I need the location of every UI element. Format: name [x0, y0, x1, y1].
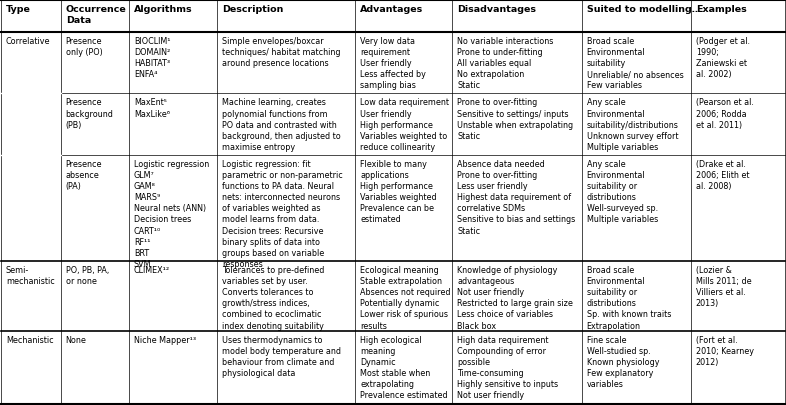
Text: Simple envelopes/boxcar
techniques/ habitat matching
around presence locations: Simple envelopes/boxcar techniques/ habi… — [222, 37, 341, 68]
Text: Type: Type — [6, 5, 31, 14]
Text: Any scale
Environmental
suitability/distributions
Unknown survey effort
Multiple: Any scale Environmental suitability/dist… — [586, 98, 678, 151]
Text: Algorithms: Algorithms — [134, 5, 193, 14]
Text: Niche Mapper¹³: Niche Mapper¹³ — [134, 335, 196, 344]
Text: Broad scale
Environmental
suitability or
distributions
Sp. with known traits
Ext: Broad scale Environmental suitability or… — [586, 265, 671, 330]
Text: Mechanistic: Mechanistic — [6, 335, 53, 344]
Text: Very low data
requirement
User friendly
Less affected by
sampling bias: Very low data requirement User friendly … — [360, 37, 426, 90]
Text: BIOCLIM¹
DOMAIN²
HABITAT³
ENFA⁴: BIOCLIM¹ DOMAIN² HABITAT³ ENFA⁴ — [134, 37, 171, 79]
Text: Absence data needed
Prone to over-fitting
Less user friendly
Highest data requir: Absence data needed Prone to over-fittin… — [457, 160, 575, 235]
Text: Ecological meaning
Stable extrapolation
Absences not required
Potentially dynami: Ecological meaning Stable extrapolation … — [360, 265, 450, 330]
Text: Correlative: Correlative — [6, 37, 50, 46]
Text: Tolerances to pre-defined
variables set by user.
Converts tolerances to
growth/s: Tolerances to pre-defined variables set … — [222, 265, 325, 330]
Text: (Pearson et al.
2006; Rodda
et al. 2011): (Pearson et al. 2006; Rodda et al. 2011) — [696, 98, 754, 129]
Text: CLIMEX¹²: CLIMEX¹² — [134, 265, 170, 275]
Text: Knowledge of physiology
advantageous
Not user friendly
Restricted to large grain: Knowledge of physiology advantageous Not… — [457, 265, 573, 330]
Text: (Lozier &
Mills 2011; de
Villiers et al.
2013): (Lozier & Mills 2011; de Villiers et al.… — [696, 265, 751, 308]
Text: Advantages: Advantages — [360, 5, 424, 14]
Text: Any scale
Environmental
suitability or
distributions
Well-surveyed sp.
Multiple : Any scale Environmental suitability or d… — [586, 160, 658, 224]
Text: PO, PB, PA,
or none: PO, PB, PA, or none — [66, 265, 109, 286]
Text: Machine learning, creates
polynomial functions from
PO data and contrasted with
: Machine learning, creates polynomial fun… — [222, 98, 341, 151]
Text: (Fort et al.
2010; Kearney
2012): (Fort et al. 2010; Kearney 2012) — [696, 335, 754, 366]
Text: Prone to over-fitting
Sensitive to settings/ inputs
Unstable when extrapolating
: Prone to over-fitting Sensitive to setti… — [457, 98, 573, 141]
Text: Presence
background
(PB): Presence background (PB) — [66, 98, 113, 129]
Text: (Podger et al.
1990;
Zaniewski et
al. 2002): (Podger et al. 1990; Zaniewski et al. 20… — [696, 37, 750, 79]
Text: Presence
absence
(PA): Presence absence (PA) — [66, 160, 102, 191]
Text: High ecological
meaning
Dynamic
Most stable when
extrapolating
Prevalence estima: High ecological meaning Dynamic Most sta… — [360, 335, 448, 399]
Text: Disadvantages: Disadvantages — [457, 5, 536, 14]
Text: Broad scale
Environmental
suitability
Unreliable/ no absences
Few variables: Broad scale Environmental suitability Un… — [586, 37, 684, 90]
Text: MaxEnt⁵
MaxLike⁶: MaxEnt⁵ MaxLike⁶ — [134, 98, 170, 118]
Text: (Drake et al.
2006; Elith et
al. 2008): (Drake et al. 2006; Elith et al. 2008) — [696, 160, 749, 191]
Text: Low data requirement
User friendly
High performance
Variables weighted to
reduce: Low data requirement User friendly High … — [360, 98, 450, 151]
Text: Presence
only (PO): Presence only (PO) — [66, 37, 102, 57]
Text: Fine scale
Well-studied sp.
Known physiology
Few explanatory
variables: Fine scale Well-studied sp. Known physio… — [586, 335, 659, 388]
Text: High data requirement
Compounding of error
possible
Time-consuming
Highly sensit: High data requirement Compounding of err… — [457, 335, 558, 399]
Text: Uses thermodynamics to
model body temperature and
behaviour from climate and
phy: Uses thermodynamics to model body temper… — [222, 335, 341, 377]
Text: No variable interactions
Prone to under-fitting
All variables equal
No extrapola: No variable interactions Prone to under-… — [457, 37, 553, 90]
Text: Description: Description — [222, 5, 284, 14]
Text: Occurrence
Data: Occurrence Data — [66, 5, 127, 25]
Text: Logistic regression: fit
parametric or non-parametric
functions to PA data. Neur: Logistic regression: fit parametric or n… — [222, 160, 343, 268]
Text: Logistic regression
GLM⁷
GAM⁸
MARS⁹
Neural nets (ANN)
Decision trees
CART¹⁰
RF¹¹: Logistic regression GLM⁷ GAM⁸ MARS⁹ Neur… — [134, 160, 209, 268]
Text: Suited to modelling…: Suited to modelling… — [586, 5, 701, 14]
Text: Semi-
mechanistic: Semi- mechanistic — [6, 265, 54, 286]
Text: None: None — [66, 335, 86, 344]
Text: Flexible to many
applications
High performance
Variables weighted
Prevalence can: Flexible to many applications High perfo… — [360, 160, 437, 224]
Text: Examples: Examples — [696, 5, 747, 14]
